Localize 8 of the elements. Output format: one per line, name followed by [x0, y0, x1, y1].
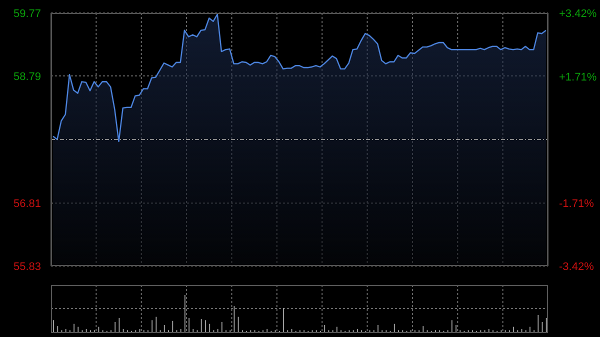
y2-tick-label: -1.71% — [559, 198, 594, 210]
y2-tick-label: -3.42% — [559, 261, 594, 273]
y2-tick-label: +1.71% — [559, 71, 597, 84]
y-tick-label: 58.79 — [13, 70, 41, 83]
y-tick-label: 59.77 — [13, 8, 41, 20]
y-tick-label: 56.81 — [13, 198, 41, 210]
y-tick-label: 55.83 — [13, 261, 41, 273]
y2-tick-label: +3.42% — [559, 8, 597, 20]
